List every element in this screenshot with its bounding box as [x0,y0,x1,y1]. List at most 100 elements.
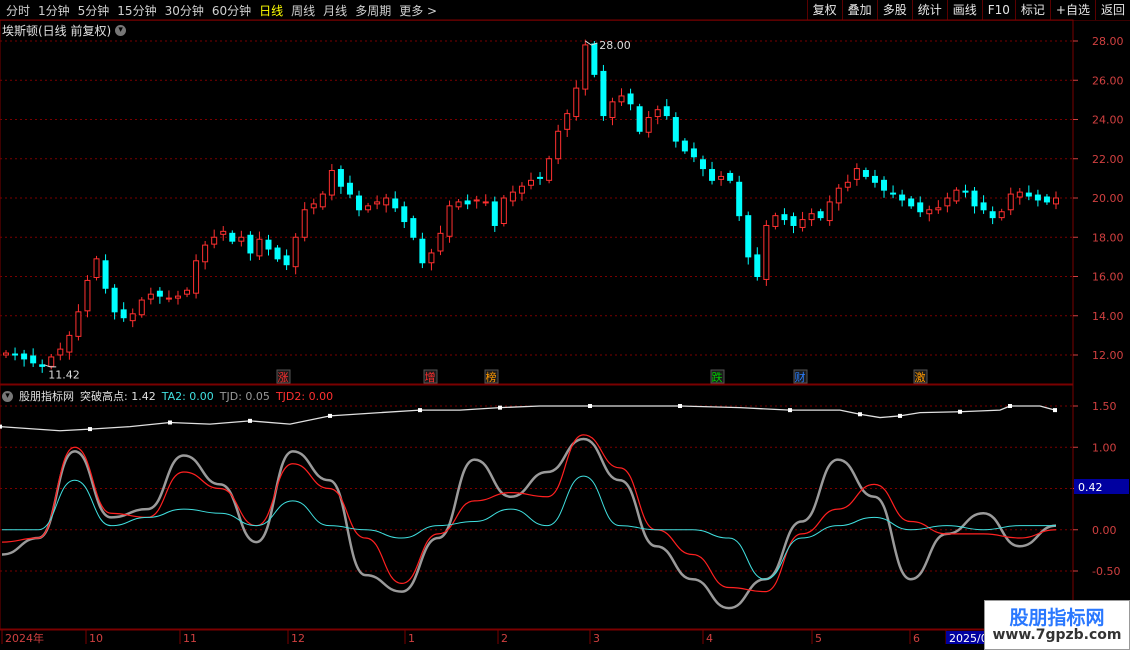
candle-body [428,252,435,264]
candle-body [672,117,679,142]
breakout-marker [1053,408,1057,413]
low-pointer [44,364,57,368]
candle-body [319,193,326,208]
tool-button-4[interactable]: 画线 [946,0,982,20]
period-tab-1[interactable]: 1分钟 [38,3,70,18]
period-tab-3[interactable]: 15分钟 [117,3,157,18]
tool-button-7[interactable]: +自选 [1049,0,1095,20]
candle-body [1025,192,1032,197]
period-tab-0[interactable]: 分时 [6,3,31,18]
event-tag-box [913,369,928,384]
candle-body [247,234,254,254]
date-label: 5 [815,632,822,645]
period-tab-6[interactable]: 日线 [259,3,284,18]
candle-body [835,187,842,204]
candle-body [871,175,878,183]
candle-body [229,232,236,242]
ta2-line [2,475,1056,580]
high-price-label: 28.00 [599,39,631,52]
settings-dropdown-icon[interactable]: ▾ [2,390,13,402]
date-label: 2024年 [5,631,44,645]
candle-body [944,197,951,207]
candle-body [509,191,516,202]
tjd-line [1,437,1057,610]
candle-body [111,287,118,313]
period-tab-5[interactable]: 60分钟 [211,3,252,18]
candle-body [908,198,915,207]
event-tag-box [484,369,499,384]
breakout-marker [88,427,92,432]
candle-body [446,205,453,237]
indicator-value-0: 突破高点: 1.42 [80,390,156,403]
tool-buttons: 复权 叠加 多股 统计 画线 F10 标记 +自选 返回 [806,0,1130,20]
price-axis-label: 14.00 [1092,310,1124,323]
low-price-label: 11.42 [48,368,79,381]
candle-body [953,189,960,202]
candle-body [935,207,942,211]
candle-body [30,355,37,364]
tool-button-1[interactable]: 叠加 [841,0,877,20]
indicator-name: 股朋指标网 [19,390,74,403]
date-label: 6 [913,632,920,645]
candle-body [12,353,19,356]
period-tab-2[interactable]: 5分钟 [77,3,110,18]
price-axis-label: 16.00 [1092,271,1124,284]
candle-body [636,106,643,132]
candle-body [518,185,525,194]
candle-body [500,197,507,225]
date-label: 2 [501,632,508,645]
candle-body [917,202,924,213]
ind-axis-label: 0.00 [1092,524,1117,537]
candle-body [383,197,390,206]
candle-body [1007,193,1014,211]
period-toolbar: 分时 1分钟 5分钟 15分钟 30分钟 60分钟 日线 周线 月线 多周期 更多 > 复权 叠加 多股… [0,0,1130,21]
candle-body [899,194,906,201]
tool-button-6[interactable]: 标记 [1014,0,1050,20]
candle-body [890,192,897,195]
breakout-line [0,405,1056,432]
period-tab-9[interactable]: 多周期 [355,3,392,18]
date-label: 2025/0 [949,632,988,645]
candle-body [971,190,978,207]
candle-body [1053,197,1059,205]
candle-body [84,279,91,312]
watermark-line2: www.7gpzb.com [992,627,1122,643]
period-tab-7[interactable]: 周线 [291,3,316,18]
indicator-frame [0,384,1074,630]
candle-body [491,201,498,226]
watermark-line1: 股朋指标网 [1009,607,1105,629]
ind-axis-label: 1.00 [1092,441,1117,454]
breakout-marker [898,413,902,418]
candle-body [437,232,444,252]
candle-body [781,214,788,221]
watermark-logo: 股朋指标网 www.7gpzb.com [984,600,1130,650]
tool-button-5[interactable]: F10 [981,0,1015,20]
period-tabs: 分时 1分钟 5分钟 15分钟 30分钟 60分钟 日线 周线 月线 多周期 更多 > [2,0,441,20]
tool-button-2[interactable]: 多股 [876,0,912,20]
candle-body [346,182,353,195]
event-tag: 榜 [486,370,497,384]
tool-button-3[interactable]: 统计 [911,0,947,20]
breakout-marker [0,424,2,429]
tool-button-0[interactable]: 复权 [806,0,842,20]
date-label: 1 [408,632,415,645]
candle-body [374,201,381,205]
period-tab-4[interactable]: 30分钟 [164,3,204,18]
candle-body [292,236,299,268]
candle-body [410,218,417,238]
tool-button-8[interactable]: 返回 [1094,0,1130,20]
candle-body [745,215,752,258]
candle-body [754,254,761,278]
indicator-legend: ▾ 股朋指标网 突破高点: 1.42 TA2: 0.00 TJD: 0.05 TJD2… [2,388,333,404]
breakout-marker [858,412,862,417]
date-label: 4 [706,632,713,645]
chevron-down-icon[interactable]: ▾ [115,25,127,36]
candle-body [989,211,996,219]
candle-body [962,190,969,193]
candle-body [356,195,363,211]
period-tab-10[interactable]: 更多 > [399,3,438,18]
ind-axis-label: 1.50 [1092,400,1117,413]
period-tab-8[interactable]: 月线 [323,3,348,18]
candle-body [790,216,797,226]
